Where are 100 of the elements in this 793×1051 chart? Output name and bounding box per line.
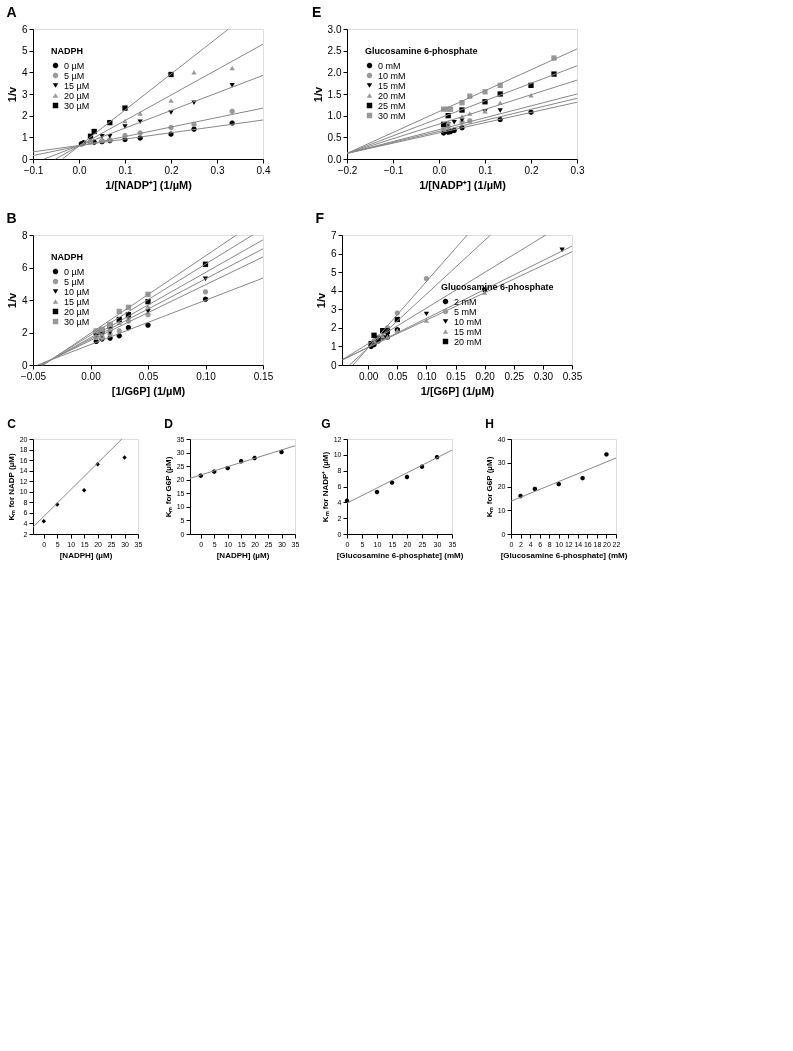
y-axis-title: 1/v bbox=[311, 85, 324, 103]
y-axis-title: 1/v bbox=[5, 291, 18, 309]
y-tick-label: 0.5 bbox=[327, 131, 342, 143]
x-tick-label: 0.05 bbox=[138, 370, 159, 382]
x-axis-title: [Glucosamine 6-phosphate] (mM) bbox=[336, 550, 464, 560]
legend-label: 20 mM bbox=[378, 90, 406, 101]
x-axis-title: 1/[NADP⁺] (1/µM) bbox=[419, 178, 507, 191]
y-tick-label: 0 bbox=[330, 359, 337, 371]
y-tick-label: 2.5 bbox=[327, 45, 342, 57]
y-axis-title: Kₘ for G6P (µM) bbox=[484, 456, 494, 518]
x-tick-label: 0.10 bbox=[417, 370, 438, 382]
legend-label: 15 µM bbox=[64, 80, 90, 91]
legend-label: 30 µM bbox=[64, 100, 90, 111]
x-tick-label: −0.2 bbox=[337, 164, 358, 176]
legend-label: 15 mM bbox=[454, 326, 482, 337]
y-tick-label: 4 bbox=[21, 294, 28, 306]
x-tick-label: 0.1 bbox=[478, 164, 493, 176]
y-tick-label: 0 bbox=[21, 153, 28, 165]
x-tick-label: −0.1 bbox=[383, 164, 404, 176]
y-tick-label: 0.0 bbox=[327, 153, 342, 165]
legend-label: 20 µM bbox=[64, 90, 90, 101]
y-axis-title: 1/v bbox=[314, 291, 327, 309]
legend-title: NADPH bbox=[51, 46, 84, 56]
y-tick-label: 8 bbox=[21, 229, 28, 241]
legend-label: 15 µM bbox=[64, 296, 90, 307]
x-tick-label: 0.00 bbox=[358, 370, 379, 382]
y-axis-title: Kₘ for G6P (µM) bbox=[163, 456, 173, 518]
y-tick-label: 4 bbox=[330, 285, 337, 297]
x-tick-label: 0.30 bbox=[533, 370, 554, 382]
legend-label: 5 µM bbox=[64, 276, 85, 287]
chart-title: B bbox=[6, 210, 17, 226]
legend-label: 15 mM bbox=[378, 80, 406, 91]
x-tick-label: −0.05 bbox=[20, 370, 47, 382]
x-axis-title: [Glucosamine 6-phosphate] (mM) bbox=[500, 550, 628, 560]
legend-label: 0 µM bbox=[64, 60, 85, 71]
legend-label: 10 µM bbox=[64, 286, 90, 297]
legend-title: NADPH bbox=[51, 252, 84, 262]
x-axis-title: [1/G6P] (1/µM) bbox=[111, 384, 186, 397]
x-tick-label: 0.20 bbox=[475, 370, 496, 382]
y-tick-label: 3 bbox=[330, 303, 337, 315]
legend-title: Glucosamine 6-phosphate bbox=[365, 46, 478, 56]
x-axis-title: [NADPH] (µM) bbox=[216, 550, 270, 560]
legend-label: 10 mM bbox=[454, 316, 482, 327]
legend-label: 25 mM bbox=[378, 100, 406, 111]
legend-label: 20 mM bbox=[454, 336, 482, 347]
y-tick-label: 6 bbox=[330, 248, 337, 260]
legend-label: 30 mM bbox=[378, 110, 406, 121]
chart-title: D bbox=[164, 417, 174, 431]
x-tick-label: 0.05 bbox=[388, 370, 408, 382]
legend-label: 5 mM bbox=[454, 306, 477, 317]
y-tick-label: 2.0 bbox=[327, 66, 342, 78]
chart-title: F bbox=[315, 210, 325, 226]
legend-label: 10 mM bbox=[378, 70, 406, 81]
y-tick-label: 1.0 bbox=[327, 110, 342, 122]
y-axis-title: 1/v bbox=[5, 85, 18, 103]
legend-label: 5 µM bbox=[64, 70, 85, 81]
chart-title: H bbox=[485, 417, 494, 431]
y-tick-label: 1 bbox=[21, 131, 28, 143]
legend-label: 20 µM bbox=[64, 306, 90, 317]
chart-title: C bbox=[7, 417, 17, 431]
x-tick-label: 0.0 bbox=[72, 164, 87, 176]
x-tick-label: 0.35 bbox=[562, 370, 583, 382]
x-tick-label: 0.00 bbox=[81, 370, 102, 382]
y-tick-label: 2 bbox=[330, 322, 337, 334]
y-tick-label: 1 bbox=[330, 340, 337, 352]
y-tick-label: 3.0 bbox=[327, 23, 342, 35]
y-tick-label: 5 bbox=[21, 45, 28, 57]
x-tick-label: 0.10 bbox=[196, 370, 217, 382]
chart-title: E bbox=[312, 4, 322, 20]
x-tick-label: 0.2 bbox=[524, 164, 539, 176]
legend-label: 2 mM bbox=[454, 296, 477, 307]
x-tick-label: −0.1 bbox=[23, 164, 44, 176]
x-tick-label: 0.3 bbox=[570, 164, 585, 176]
legend-label: 0 µM bbox=[64, 266, 85, 277]
x-tick-label: 0.25 bbox=[504, 370, 525, 382]
y-tick-label: 7 bbox=[330, 229, 337, 241]
legend-label: 30 µM bbox=[64, 316, 90, 327]
x-axis-title: 1/[NADP⁺] (1/µM) bbox=[105, 178, 193, 191]
legend-label: 0 mM bbox=[378, 60, 401, 71]
y-tick-label: 2 bbox=[21, 110, 28, 122]
x-tick-label: 0.4 bbox=[256, 164, 271, 176]
x-tick-label: 0.0 bbox=[432, 164, 447, 176]
x-tick-label: 0.1 bbox=[118, 164, 133, 176]
y-axis-title: Kₘ for NADP⁺ (µM) bbox=[320, 451, 330, 523]
x-tick-label: 0.3 bbox=[210, 164, 225, 176]
chart-title: G bbox=[321, 417, 331, 431]
legend-title: Glucosamine 6-phosphate bbox=[441, 282, 554, 292]
y-tick-label: 1.5 bbox=[327, 88, 342, 100]
y-tick-label: 6 bbox=[21, 262, 28, 273]
y-tick-label: 2 bbox=[21, 327, 28, 338]
y-tick-label: 3 bbox=[21, 88, 28, 100]
x-tick-label: 0.15 bbox=[446, 370, 467, 382]
x-tick-label: 0.15 bbox=[253, 370, 274, 382]
y-tick-label: 4 bbox=[21, 66, 28, 78]
y-tick-label: 5 bbox=[330, 266, 337, 278]
y-tick-label: 6 bbox=[21, 23, 28, 35]
x-axis-title: 1/[G6P] (1/µM) bbox=[420, 384, 495, 397]
y-tick-label: 0 bbox=[21, 359, 28, 371]
chart-title: A bbox=[6, 4, 17, 20]
x-tick-label: 0.2 bbox=[164, 164, 179, 176]
